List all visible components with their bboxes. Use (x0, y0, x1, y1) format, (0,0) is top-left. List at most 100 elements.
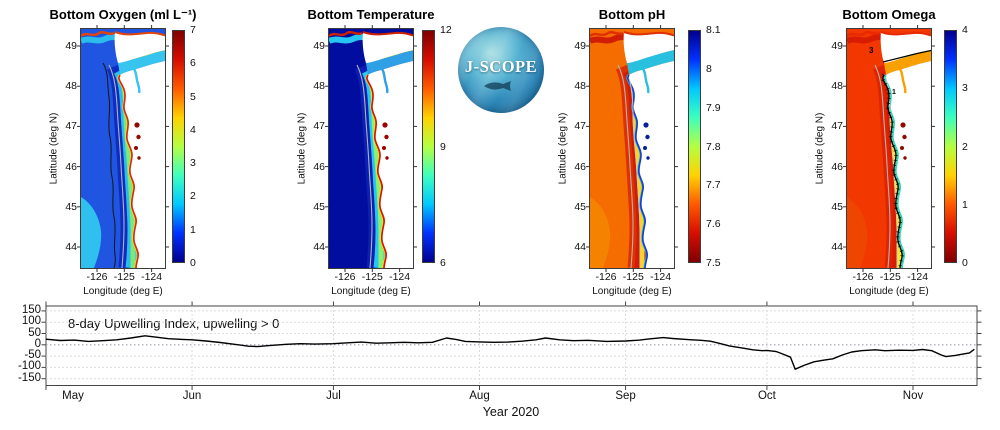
colorbar-tick-label: 4 (190, 123, 196, 136)
colorbar-tick-label: 2 (190, 190, 196, 203)
colorbar-tick-label: 4 (962, 24, 968, 36)
jscope-logo-text: J-SCOPE (464, 57, 538, 76)
coastal-map-svg: 3 1 (329, 29, 413, 268)
timeseries-month-label: Jul (326, 390, 341, 402)
colorbar-tick-label: 7.9 (706, 101, 721, 114)
colorbar-tick-label: 7 (190, 24, 196, 36)
lat-tick-label: 48 (831, 80, 843, 93)
timeseries-y-tick-label: -100 (17, 360, 41, 373)
lat-tick-label: 44 (831, 241, 843, 253)
coastal-map-svg: 3 1 (847, 29, 931, 268)
colorbar-temperature (422, 30, 435, 263)
timeseries-month-label: May (62, 390, 84, 402)
lat-tick-label: 46 (831, 160, 843, 173)
colorbar-tick-label: 6 (190, 57, 196, 70)
lat-tick-label: 48 (65, 80, 77, 93)
svg-text:1: 1 (892, 89, 896, 96)
lat-tick-label: 49 (831, 40, 843, 52)
lat-tick-label: 44 (65, 241, 77, 253)
lat-tick-label: 46 (313, 160, 325, 173)
timeseries-month-label: Jun (182, 390, 202, 402)
coastal-map-omega: 3 1 (846, 28, 932, 269)
colorbar-tick-label: 8.1 (706, 24, 721, 36)
lat-tick-label: 48 (574, 80, 586, 93)
colorbar-tick-label: 0 (962, 257, 968, 269)
lon-tick-label: -125 (361, 271, 383, 283)
lat-tick-label: 49 (574, 40, 586, 52)
lon-tick-label: -124 (141, 271, 163, 283)
timeseries-month-label: Sep (615, 390, 636, 402)
lat-tick-label: 47 (831, 120, 843, 133)
colorbar-tick-label: 1 (190, 223, 196, 236)
lat-tick-label: 49 (65, 40, 77, 52)
timeseries-y-tick-label: 150 (21, 303, 41, 316)
colorbar-tick-label: 7.7 (706, 179, 721, 192)
colorbar-tick-label: 3 (962, 82, 968, 95)
y-axis-label-ph: Latitude (deg N) (557, 112, 569, 185)
x-axis-label-ph: Longitude (deg E) (592, 286, 672, 297)
colorbar-tick-label: 2 (962, 140, 968, 153)
colorbar-tick-label: 7.5 (706, 257, 721, 269)
lat-tick-label: 44 (574, 241, 586, 253)
colorbar-tick-label: 6 (440, 257, 446, 269)
lat-tick-label: 45 (313, 200, 325, 213)
colorbar-tick-label: 5 (190, 90, 196, 103)
lon-tick-label: -126 (595, 271, 617, 283)
timeseries-y-tick-label: 100 (21, 315, 41, 328)
lon-tick-label: -126 (852, 271, 874, 283)
colorbar-tick-label: 9 (440, 140, 446, 153)
panel-title-omega: Bottom Omega (842, 7, 936, 22)
colorbar-tick-label: 8 (706, 62, 712, 75)
timeseries-month-label: Aug (469, 390, 490, 402)
coastal-map-temperature: 3 1 (328, 28, 414, 269)
colorbar-tick-label: 7.6 (706, 218, 721, 231)
fish-icon (484, 81, 511, 91)
lat-tick-label: 47 (313, 120, 325, 133)
colorbar-tick-label: 3 (190, 157, 196, 170)
lon-tick-label: -125 (879, 271, 901, 283)
timeseries-y-tick-label: -150 (17, 371, 41, 384)
colorbar-omega (944, 30, 957, 263)
lon-tick-label: -125 (113, 271, 135, 283)
lon-tick-label: -124 (650, 271, 672, 283)
timeseries-xaxis-title: Year 2020 (482, 405, 540, 419)
lon-tick-label: -126 (86, 271, 108, 283)
colorbar-oxygen (172, 30, 185, 263)
lon-tick-label: -124 (907, 271, 929, 283)
colorbar-tick-label: 0 (190, 257, 196, 269)
lat-tick-label: 49 (313, 40, 325, 52)
x-axis-label-temperature: Longitude (deg E) (331, 286, 411, 297)
colorbar-ph (688, 30, 701, 263)
timeseries-y-tick-label: 0 (34, 337, 41, 350)
lat-tick-label: 44 (313, 241, 325, 253)
timeseries-y-tick-label: -50 (24, 349, 41, 362)
coastal-map-svg: 3 1 (590, 29, 674, 268)
jscope-logo: J-SCOPE (458, 27, 544, 113)
timeseries-month-label: Oct (757, 390, 776, 402)
coastal-map-svg: 3 1 (81, 29, 165, 268)
lat-tick-label: 45 (831, 200, 843, 213)
x-axis-label-oxygen: Longitude (deg E) (83, 286, 163, 297)
y-axis-label-temperature: Latitude (deg N) (296, 112, 308, 185)
lat-tick-label: 45 (574, 200, 586, 213)
colorbar-tick-label: 12 (440, 24, 452, 36)
panel-title-temperature: Bottom Temperature (307, 7, 435, 22)
lat-tick-label: 47 (65, 120, 77, 133)
lat-tick-label: 47 (574, 120, 586, 133)
lon-tick-label: -124 (389, 271, 411, 283)
lon-tick-label: -126 (334, 271, 356, 283)
coastal-map-oxygen: 3 1 (80, 28, 166, 269)
upwelling-index-curve (45, 335, 975, 370)
y-axis-label-omega: Latitude (deg N) (814, 112, 826, 185)
panel-title-oxygen: Bottom Oxygen (ml L⁻¹) (49, 7, 197, 22)
coastal-map-ph: 3 1 (589, 28, 675, 269)
colorbar-tick-label: 1 (962, 198, 968, 211)
colorbar-tick-label: 7.8 (706, 140, 721, 153)
timeseries-month-label: Nov (902, 390, 924, 402)
lat-tick-label: 46 (65, 160, 77, 173)
x-axis-label-omega: Longitude (deg E) (849, 286, 929, 297)
timeseries-y-tick-label: 50 (28, 326, 41, 339)
upwelling-annotation: 8-day Upwelling Index, upwelling > 0 (68, 316, 280, 331)
svg-text:3: 3 (869, 46, 874, 55)
